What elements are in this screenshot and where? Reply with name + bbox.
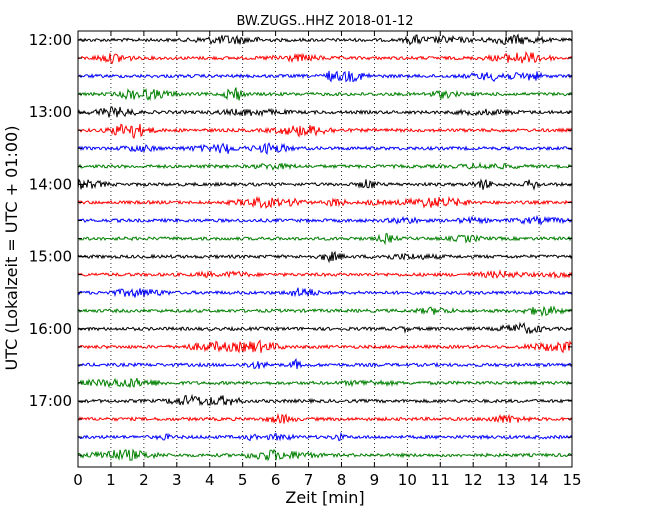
- x-tick-label: 10: [398, 471, 417, 489]
- y-tick-label: 16:00: [29, 320, 72, 338]
- x-tick-label: 5: [238, 471, 248, 489]
- trace-1200: [77, 33, 573, 46]
- y-axis-label: UTC (Lokalzeit = UTC + 01:00): [2, 126, 21, 371]
- trace-1400: [77, 178, 573, 191]
- trace-1515: [77, 269, 573, 280]
- plot-frame: [77, 30, 573, 468]
- x-tick-label: 8: [337, 471, 347, 489]
- x-axis-label: Zeit [min]: [285, 488, 364, 507]
- y-tick-label: 14:00: [29, 175, 72, 193]
- x-tick-label: 11: [431, 471, 450, 489]
- grid-lines: [110, 31, 540, 467]
- y-tick-label: 15:00: [29, 248, 72, 266]
- trace-1530: [77, 287, 573, 298]
- x-tick-label: 12: [464, 471, 483, 489]
- x-tick-label: 6: [271, 471, 281, 489]
- y-tick-label: 13:00: [29, 103, 72, 121]
- x-tick-label: 13: [497, 471, 516, 489]
- y-tick-label: 17:00: [29, 392, 72, 410]
- trace-1300: [77, 106, 573, 118]
- trace-1545: [77, 305, 573, 318]
- trace-1500: [77, 250, 573, 264]
- trace-1345: [77, 161, 573, 171]
- trace-group: [77, 33, 573, 462]
- trace-1600: [77, 321, 573, 334]
- x-tick-label: 15: [562, 471, 581, 489]
- trace-1730: [77, 431, 573, 442]
- trace-1445: [77, 233, 573, 246]
- trace-1700: [77, 393, 573, 407]
- trace-1330: [77, 142, 573, 156]
- y-tick-label: 12:00: [29, 31, 72, 49]
- x-tick-label: 7: [304, 471, 314, 489]
- y-axis: 12:00 13:00 14:00 15:00 16:00 17:00: [29, 31, 572, 456]
- trace-1715: [77, 413, 573, 424]
- x-tick-label: 4: [205, 471, 215, 489]
- chart-title: BW.ZUGS..HHZ 2018-01-12: [236, 14, 413, 29]
- x-tick-label: 14: [530, 471, 549, 489]
- trace-1430: [77, 215, 573, 226]
- trace-1315: [77, 123, 573, 140]
- trace-1745: [77, 448, 573, 462]
- x-tick-label: 2: [139, 471, 149, 489]
- x-tick-label: 0: [73, 471, 83, 489]
- trace-1645: [77, 377, 573, 389]
- x-tick-label: 9: [370, 471, 380, 489]
- trace-1215: [77, 50, 573, 65]
- trace-1615: [77, 339, 573, 354]
- trace-1415: [77, 195, 573, 209]
- x-tick-label: 3: [172, 471, 182, 489]
- trace-1230: [77, 70, 573, 83]
- trace-1630: [77, 357, 573, 370]
- x-tick-label: 1: [106, 471, 116, 489]
- trace-1245: [77, 87, 573, 102]
- x-axis: 0 1 2 3 4 5 6 7 8 9 10 11 12 13 14 15: [73, 31, 582, 489]
